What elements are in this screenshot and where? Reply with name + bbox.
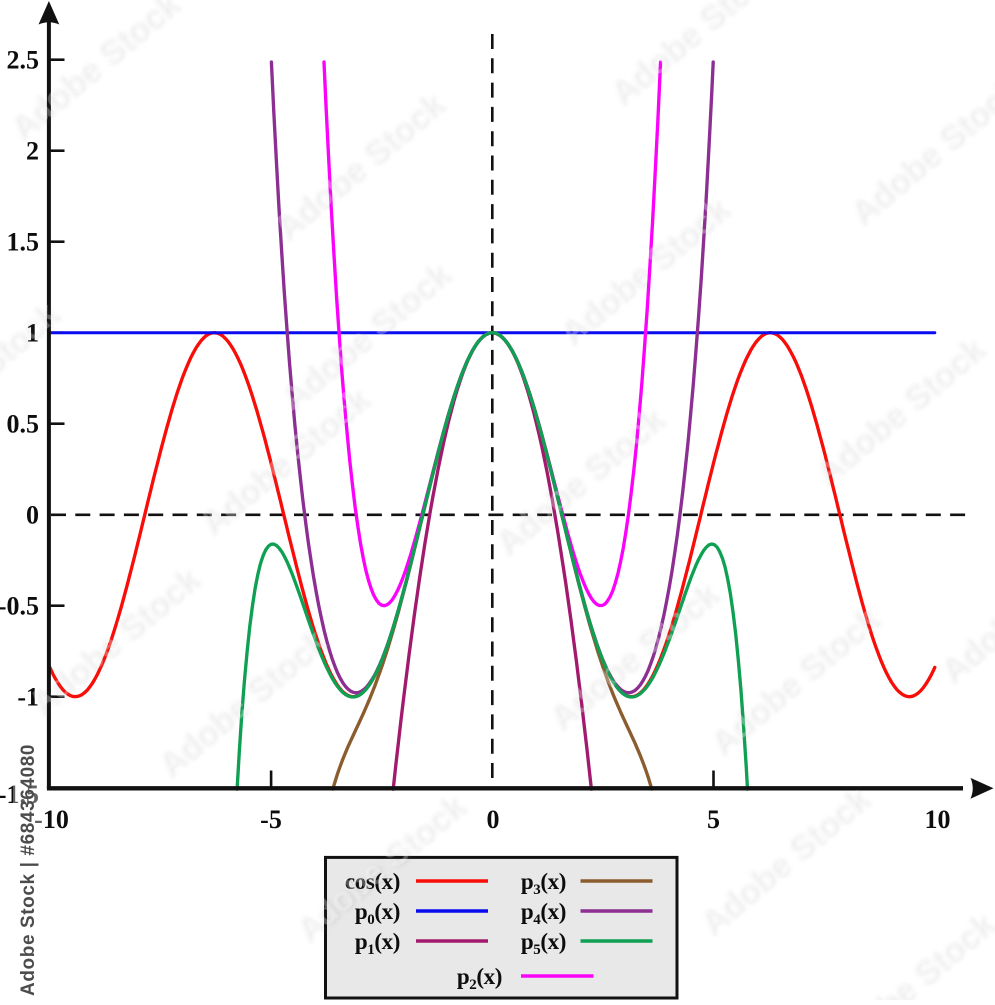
svg-text:cos(x): cos(x) xyxy=(345,869,400,894)
svg-text:1.5: 1.5 xyxy=(7,228,40,257)
svg-text:-0.5: -0.5 xyxy=(0,592,39,621)
svg-text:-1.5: -1.5 xyxy=(0,780,39,809)
svg-text:0: 0 xyxy=(26,501,39,530)
svg-text:p1(x): p1(x) xyxy=(355,929,400,958)
svg-text:5: 5 xyxy=(707,805,720,834)
svg-text:0: 0 xyxy=(487,805,500,834)
svg-text:-5: -5 xyxy=(260,805,282,834)
svg-text:-1: -1 xyxy=(17,683,39,712)
svg-text:p4(x): p4(x) xyxy=(521,899,566,928)
svg-text:p5(x): p5(x) xyxy=(521,929,566,958)
svg-text:p3(x): p3(x) xyxy=(521,869,566,898)
svg-text:2: 2 xyxy=(26,137,39,166)
svg-text:p0(x): p0(x) xyxy=(355,899,400,928)
svg-text:10: 10 xyxy=(925,805,951,834)
svg-text:2.5: 2.5 xyxy=(7,46,40,75)
svg-text:Adobe Stock | #684364080: Adobe Stock | #684364080 xyxy=(18,744,39,996)
svg-text:0.5: 0.5 xyxy=(7,410,40,439)
svg-text:1: 1 xyxy=(26,319,39,348)
svg-text:p2(x): p2(x) xyxy=(457,964,502,993)
svg-text:-10: -10 xyxy=(34,805,69,834)
